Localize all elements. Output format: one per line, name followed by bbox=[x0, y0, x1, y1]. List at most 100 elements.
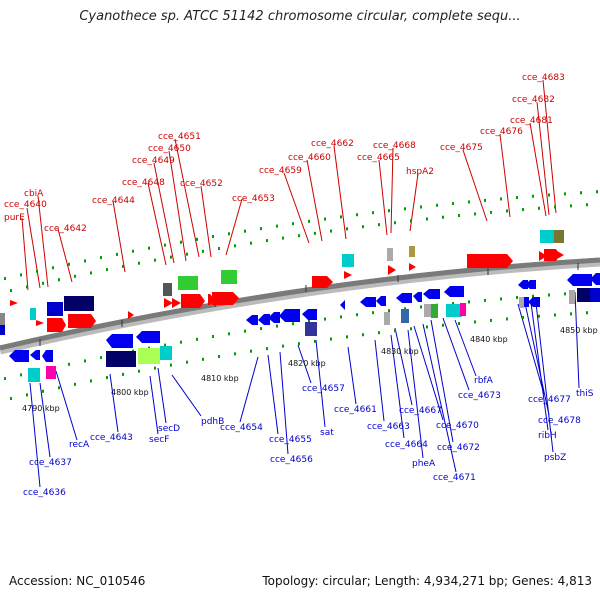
track-dot bbox=[212, 335, 214, 339]
track-dot bbox=[522, 208, 524, 212]
track-dot bbox=[26, 393, 28, 397]
gene-label-cbia: cbiA bbox=[24, 189, 44, 199]
track-dot bbox=[458, 322, 460, 326]
track-dot bbox=[4, 377, 6, 381]
track-dot bbox=[506, 209, 508, 213]
track-dot bbox=[244, 329, 246, 333]
track-dot bbox=[340, 315, 342, 319]
chromosome-backbone bbox=[0, 257, 600, 351]
track-dot bbox=[180, 240, 182, 244]
track-dot bbox=[132, 249, 134, 253]
track-dot bbox=[420, 205, 422, 209]
track-dot bbox=[282, 236, 284, 240]
gene-label-cce-4661: cce_4661 bbox=[334, 405, 377, 415]
track-dot bbox=[458, 214, 460, 218]
track-dot bbox=[42, 389, 44, 393]
track-dot bbox=[68, 362, 70, 366]
track-dot bbox=[484, 198, 486, 202]
gene-label-cce-4682: cce_4682 bbox=[512, 95, 555, 105]
gene-label-cce-4655: cce_4655 bbox=[269, 435, 312, 445]
track-dot bbox=[180, 340, 182, 344]
track-dot bbox=[74, 382, 76, 386]
track-dot bbox=[218, 355, 220, 359]
track-dot bbox=[372, 211, 374, 215]
track-dot bbox=[138, 261, 140, 265]
track-dot bbox=[196, 237, 198, 241]
gene-label-cce-4652: cce_4652 bbox=[180, 179, 223, 189]
track-dot bbox=[42, 281, 44, 285]
track-dot bbox=[260, 227, 262, 231]
track-dot bbox=[298, 342, 300, 346]
gene-label-sat: sat bbox=[320, 428, 334, 438]
tick-label: 4820 kbp bbox=[288, 359, 326, 368]
track-dot bbox=[490, 210, 492, 214]
track-dot bbox=[570, 312, 572, 316]
gene-label-ribh: ribH bbox=[538, 431, 557, 441]
gene-label-cce-4665: cce_4665 bbox=[357, 153, 400, 163]
track-dot bbox=[404, 307, 406, 311]
track-dot bbox=[426, 217, 428, 221]
track-dot bbox=[346, 227, 348, 231]
track-dot bbox=[532, 194, 534, 198]
gene-label-cce-4662: cce_4662 bbox=[311, 139, 354, 149]
gene-label-cce-4660: cce_4660 bbox=[288, 153, 331, 163]
track-dot bbox=[314, 231, 316, 235]
track-dot bbox=[410, 327, 412, 331]
track-dot bbox=[186, 252, 188, 256]
track-dot bbox=[106, 268, 108, 272]
track-dot bbox=[468, 200, 470, 204]
track-dot bbox=[564, 192, 566, 196]
reverse-leader-lines bbox=[29, 291, 580, 488]
track-dot bbox=[90, 379, 92, 383]
gene-label-rbfa: rbfA bbox=[474, 376, 494, 386]
track-dot bbox=[234, 244, 236, 248]
gene-label-secd: secD bbox=[158, 424, 180, 434]
track-dot bbox=[330, 229, 332, 233]
gene-label-cce-4664: cce_4664 bbox=[385, 440, 428, 450]
track-dot bbox=[26, 285, 28, 289]
track-dot bbox=[452, 202, 454, 206]
track-dot bbox=[276, 224, 278, 228]
track-dot bbox=[170, 363, 172, 367]
gene-label-this: thiS bbox=[576, 389, 594, 399]
map-title: Cyanothece sp. ATCC 51142 chromosome cir… bbox=[79, 9, 521, 24]
track-dot bbox=[292, 222, 294, 226]
track-dot bbox=[452, 302, 454, 306]
track-dot bbox=[356, 213, 358, 217]
track-dot bbox=[122, 264, 124, 268]
track-dot bbox=[52, 266, 54, 270]
track-dot bbox=[202, 249, 204, 253]
gene-label-cce-4663: cce_4663 bbox=[367, 422, 410, 432]
tick-label: 4850 kbp bbox=[560, 326, 598, 335]
gene-label-cce-4671: cce_4671 bbox=[433, 473, 476, 483]
track-dot bbox=[154, 366, 156, 370]
track-dot bbox=[500, 197, 502, 201]
gene-label-cce-4637: cce_4637 bbox=[29, 458, 72, 468]
gene-label-cce-4653: cce_4653 bbox=[232, 194, 275, 204]
gene-label-pure: purE bbox=[4, 213, 25, 223]
gene-label-cce-4651: cce_4651 bbox=[158, 132, 201, 142]
track-dot bbox=[474, 320, 476, 324]
gene-label-cce-4648: cce_4648 bbox=[122, 178, 165, 188]
track-dot bbox=[138, 369, 140, 373]
track-dot bbox=[10, 289, 12, 293]
gene-label-cce-4640: cce_4640 bbox=[4, 200, 47, 210]
gene-label-cce-4683: cce_4683 bbox=[522, 73, 565, 83]
track-dot bbox=[186, 360, 188, 364]
gene-label-reca: recA bbox=[69, 440, 90, 450]
track-dot bbox=[58, 386, 60, 390]
track-dot bbox=[532, 294, 534, 298]
tick-label: 4800 kbp bbox=[111, 388, 149, 397]
track-dot bbox=[196, 337, 198, 341]
gene-label-cce-4677: cce_4677 bbox=[528, 395, 571, 405]
track-dot bbox=[100, 256, 102, 260]
gene-label-cce-4636: cce_4636 bbox=[23, 488, 66, 498]
track-dot bbox=[228, 332, 230, 336]
track-dot bbox=[548, 193, 550, 197]
track-dot bbox=[308, 319, 310, 323]
track-dot bbox=[164, 243, 166, 247]
track-dot bbox=[388, 309, 390, 313]
gene-label-cce-4644: cce_4644 bbox=[92, 196, 135, 206]
track-dot bbox=[580, 191, 582, 195]
